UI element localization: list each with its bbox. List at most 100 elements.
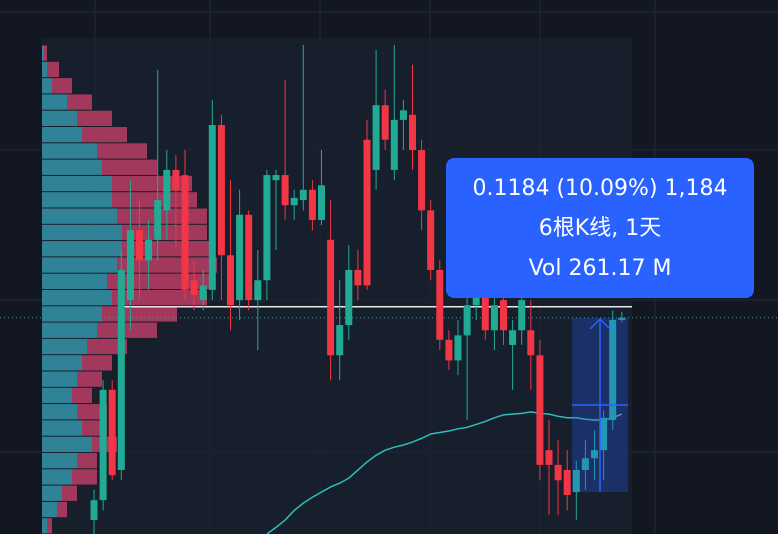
candle-body (99, 389, 107, 501)
profile-down (72, 387, 92, 404)
profile-up (42, 94, 67, 110)
candle-body (90, 500, 98, 521)
profile-down (57, 501, 67, 518)
profile-down (47, 61, 59, 78)
candle-body (108, 389, 116, 476)
candle-body (399, 110, 407, 120)
candle-body (345, 269, 353, 326)
profile-up (42, 371, 77, 387)
profile-up (42, 257, 117, 273)
candle-body (208, 125, 216, 290)
candle-body (545, 450, 553, 465)
candle-body (308, 189, 316, 220)
candles (0, 44, 778, 534)
profile-up (42, 404, 77, 420)
candle-body (145, 239, 153, 261)
candle-body (363, 139, 371, 286)
candle-body (572, 470, 580, 493)
profile-up (42, 224, 122, 241)
candle-body (618, 317, 626, 320)
candle-body (117, 269, 125, 471)
profile-up (42, 453, 77, 469)
profile-up (42, 387, 72, 404)
candle-body (381, 105, 389, 140)
profile-up (42, 436, 92, 452)
candle-body (372, 105, 380, 170)
profile-down (82, 355, 112, 371)
candle-body (563, 470, 571, 496)
profile-up (42, 45, 44, 61)
candle-body (527, 330, 535, 356)
moving-average (266, 411, 623, 534)
tooltip: 0.1184 (10.09%) 1,184 6根K线, 1天 Vol 261.1… (446, 158, 754, 298)
candle-body (409, 114, 416, 151)
profile-down (102, 159, 157, 175)
profile-up (42, 175, 112, 192)
candle-body (463, 305, 471, 336)
candle-body (490, 305, 498, 331)
profile-up (42, 241, 122, 257)
candle-body (245, 214, 253, 301)
candle-body (500, 300, 507, 331)
profile-up (42, 501, 57, 518)
profile-down (102, 306, 177, 322)
tooltip-change: 0.1184 (10.09%) 1,184 (473, 176, 728, 201)
candle-body (199, 285, 207, 301)
profile-up (42, 420, 82, 436)
candle-body (272, 175, 280, 181)
candle-body (190, 280, 198, 295)
candle-body (154, 200, 162, 240)
profile-down (62, 485, 77, 501)
profile-up (42, 469, 72, 485)
candle-body (354, 269, 362, 286)
candle-body (281, 175, 289, 206)
candle-body (299, 189, 307, 201)
profile-down (77, 404, 107, 420)
tooltip-bars: 6根K线, 1天 (539, 216, 661, 241)
candle-body (600, 417, 608, 451)
profile-down (122, 241, 212, 257)
candle-body (290, 197, 298, 206)
candle-body (163, 169, 171, 211)
profile-up (42, 338, 87, 355)
profile-down (122, 224, 207, 241)
candle-body (254, 280, 262, 301)
profile-down (117, 257, 217, 273)
candle-body (609, 319, 617, 420)
candle-body (327, 239, 335, 356)
candle-body (436, 269, 444, 340)
candle-body (427, 210, 435, 270)
profile-down (112, 290, 207, 306)
profile-up (42, 306, 102, 322)
candle-body (136, 230, 143, 261)
candle-body (445, 339, 453, 361)
profile-up (42, 518, 47, 534)
candle-body (390, 119, 398, 170)
candle-body (172, 169, 180, 190)
candle-body (472, 294, 480, 306)
profile-down (44, 45, 47, 61)
profile-down (52, 78, 72, 94)
candle-body (509, 330, 517, 345)
profile-down (82, 127, 127, 143)
profile-down (77, 371, 102, 387)
profile-up (42, 127, 82, 143)
profile-down (72, 469, 97, 485)
candle-body (217, 125, 225, 256)
candle-body (554, 464, 562, 481)
profile-up (42, 290, 112, 306)
candle-body (318, 185, 325, 220)
candle-body (418, 150, 426, 211)
profile-down (87, 338, 127, 355)
profile-down (47, 518, 52, 534)
candle-body (591, 450, 598, 459)
profile-up (42, 192, 112, 208)
candle-body (263, 175, 271, 281)
profile-up (42, 159, 102, 175)
candle-body (536, 355, 544, 465)
candle-body (181, 175, 189, 290)
candle-body (581, 458, 589, 471)
profile-down (112, 175, 192, 192)
tooltip-volume: Vol 261.17 M (529, 256, 672, 281)
